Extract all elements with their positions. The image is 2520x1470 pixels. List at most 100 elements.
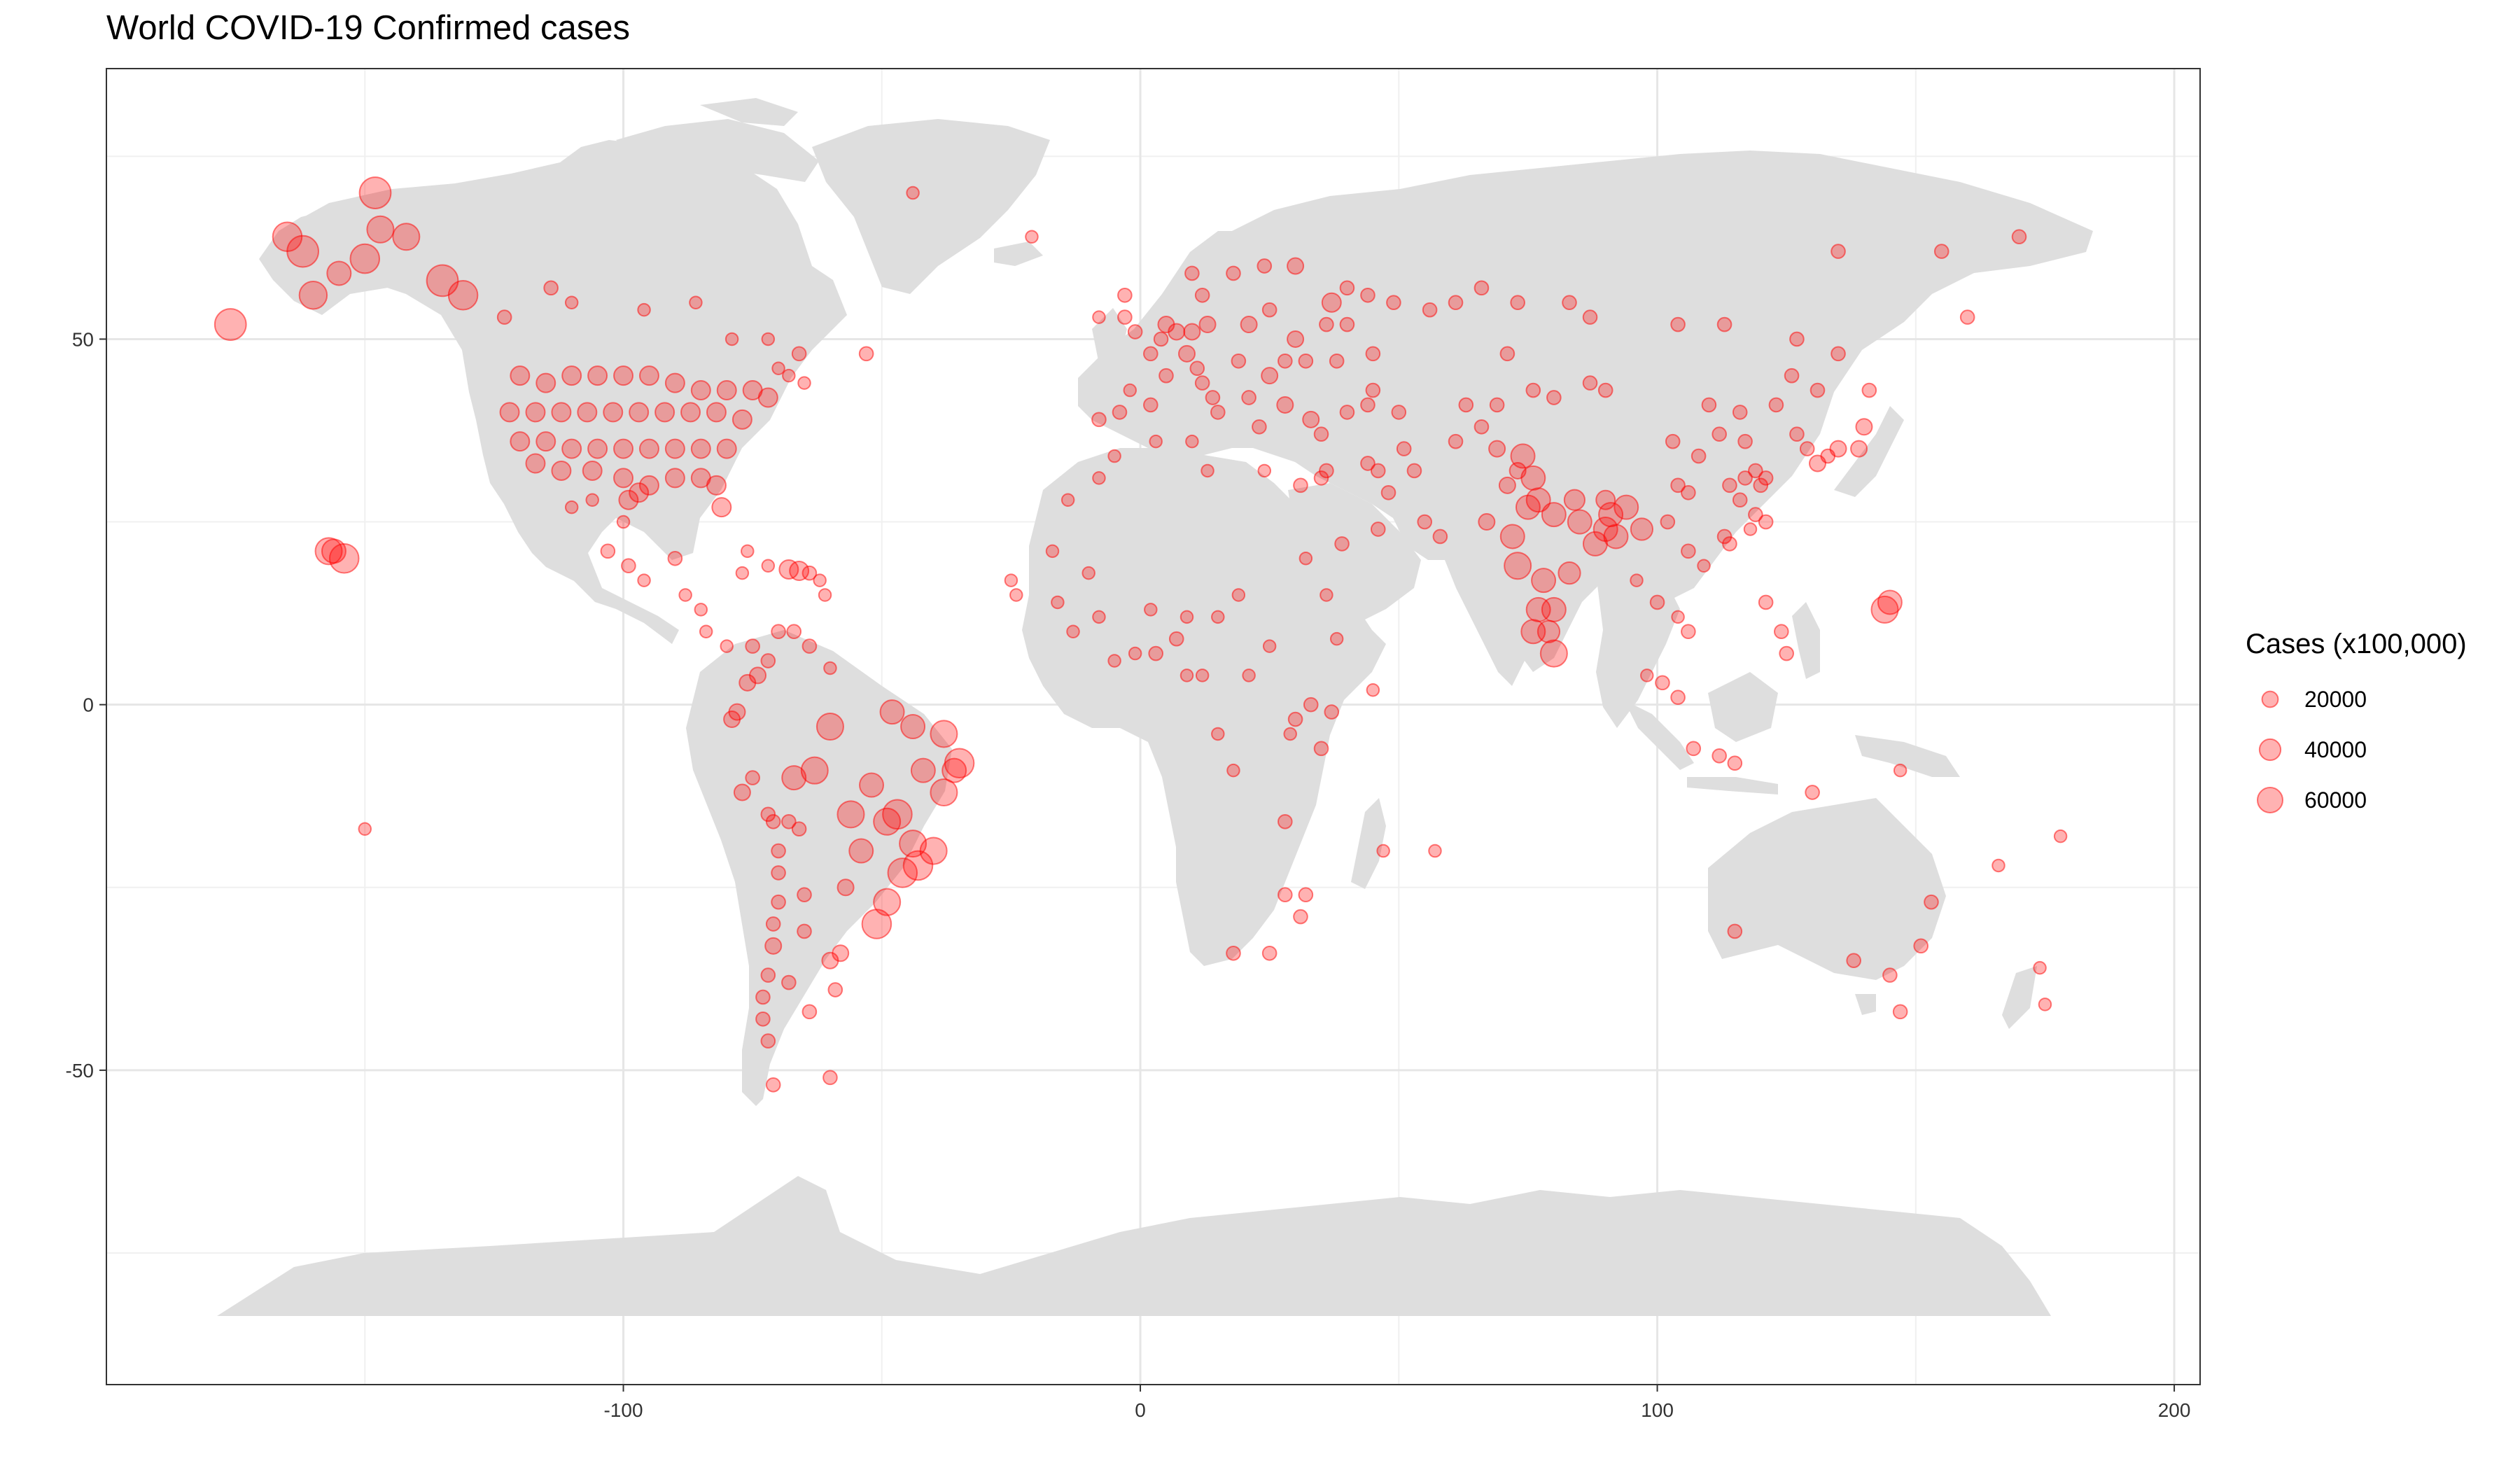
case-point: [706, 402, 727, 423]
case-point: [1321, 292, 1342, 313]
case-point: [1149, 434, 1163, 449]
case-point: [1805, 785, 1820, 800]
case-point: [848, 838, 874, 864]
case-point: [1846, 953, 1862, 969]
case-point: [1499, 524, 1525, 550]
case-point: [1262, 639, 1277, 653]
case-point: [1386, 295, 1401, 311]
land-madagascar: [1351, 798, 1386, 889]
case-point: [818, 588, 832, 602]
y-tick-label: -50: [66, 1060, 94, 1082]
case-point: [761, 559, 776, 573]
case-point: [802, 565, 818, 581]
x-tick-label: 100: [1641, 1399, 1674, 1421]
case-point: [1391, 405, 1407, 420]
case-point: [858, 346, 874, 362]
case-point: [1541, 596, 1567, 622]
case-point: [321, 538, 346, 564]
case-point: [1681, 543, 1696, 559]
case-point: [1727, 755, 1743, 771]
case-point: [1313, 741, 1329, 757]
case-point: [1737, 470, 1753, 486]
case-point: [706, 475, 727, 496]
case-point: [1278, 353, 1293, 369]
case-point: [1180, 610, 1194, 624]
case-point: [1458, 397, 1474, 413]
case-point: [510, 365, 531, 386]
land-masses: [217, 98, 2093, 1316]
case-point: [1360, 287, 1376, 303]
case-point: [1142, 346, 1158, 362]
case-point: [1211, 727, 1225, 741]
case-point: [1231, 353, 1247, 369]
case-point: [1092, 310, 1106, 324]
case-point: [1732, 405, 1748, 420]
case-point: [638, 365, 659, 386]
case-point: [1396, 441, 1412, 456]
case-point: [771, 865, 786, 881]
case-point: [1758, 594, 1774, 610]
legend-title: Cases (x100,000): [2246, 629, 2467, 659]
case-point: [358, 176, 392, 209]
case-point: [1701, 397, 1717, 413]
land-antarctica: [217, 1176, 2051, 1316]
case-point: [1339, 316, 1355, 332]
case-point: [1748, 463, 1763, 479]
land-philippines: [1792, 602, 1820, 679]
case-point: [764, 937, 783, 955]
case-point: [1257, 463, 1272, 478]
case-point: [1820, 448, 1836, 464]
case-point: [797, 376, 811, 390]
case-point: [1474, 280, 1490, 296]
case-point: [1541, 502, 1567, 528]
case-point: [613, 468, 634, 489]
case-point: [1339, 405, 1355, 420]
case-point: [667, 550, 683, 566]
case-point: [1474, 419, 1490, 435]
case-point: [664, 468, 685, 489]
land-borneo: [1708, 672, 1778, 742]
plot-panel: [106, 68, 2201, 1385]
case-point: [791, 821, 807, 837]
case-point: [1153, 331, 1169, 347]
case-point: [899, 830, 927, 858]
case-point: [1313, 470, 1329, 486]
case-point: [765, 813, 781, 830]
case-point: [930, 778, 958, 807]
case-point: [1302, 410, 1320, 428]
case-point: [1066, 624, 1080, 638]
case-point: [1686, 741, 1702, 757]
case-point: [1293, 477, 1308, 493]
land-southeast-asia: [1596, 560, 1680, 728]
case-point: [1339, 280, 1355, 296]
case-point: [1107, 449, 1121, 463]
plot-border: [106, 68, 2201, 1385]
legend-label: 20000: [2304, 687, 2367, 712]
case-point: [1168, 323, 1186, 341]
case-point: [1183, 323, 1201, 341]
land-south-america: [686, 630, 952, 1106]
case-point: [1278, 887, 1293, 903]
case-point: [757, 387, 778, 408]
case-point: [1478, 513, 1496, 531]
case-point: [1261, 945, 1278, 961]
case-point: [1334, 536, 1350, 552]
case-point: [1045, 544, 1060, 559]
case-point: [621, 558, 636, 574]
case-point: [1360, 456, 1376, 471]
case-point: [358, 822, 372, 836]
case-point: [781, 765, 807, 791]
case-point: [1107, 654, 1121, 668]
case-point: [760, 653, 776, 668]
case-point: [298, 281, 328, 310]
case-point: [755, 989, 771, 1005]
case-point: [900, 714, 926, 739]
case-point: [587, 365, 608, 386]
case-point: [1195, 668, 1210, 682]
case-point: [1360, 397, 1376, 413]
case-point: [1737, 433, 1753, 449]
case-point: [1287, 711, 1303, 727]
case-point: [1180, 668, 1194, 682]
land-scandinavia: [1162, 231, 1267, 322]
case-point: [745, 638, 760, 654]
